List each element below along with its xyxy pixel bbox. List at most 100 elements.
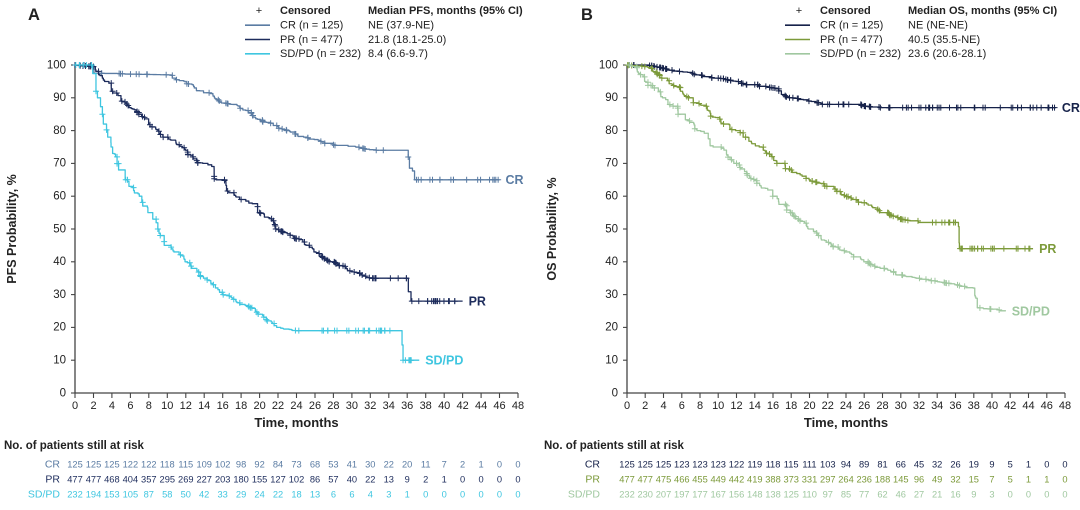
svg-text:477: 477 bbox=[637, 475, 653, 485]
svg-text:28: 28 bbox=[876, 400, 888, 412]
svg-text:6: 6 bbox=[679, 400, 685, 412]
svg-text:46: 46 bbox=[1041, 400, 1053, 412]
svg-text:20: 20 bbox=[402, 460, 412, 470]
svg-text:50: 50 bbox=[53, 223, 66, 235]
svg-text:98: 98 bbox=[236, 460, 246, 470]
svg-text:CR: CR bbox=[506, 173, 524, 187]
svg-text:Median OS, months (95% CI): Median OS, months (95% CI) bbox=[908, 5, 1057, 17]
svg-text:194: 194 bbox=[86, 490, 102, 500]
svg-text:122: 122 bbox=[123, 460, 139, 470]
svg-text:207: 207 bbox=[656, 490, 672, 500]
svg-text:123: 123 bbox=[674, 460, 690, 470]
svg-text:145: 145 bbox=[893, 475, 909, 485]
svg-text:57: 57 bbox=[328, 475, 338, 485]
svg-text:50: 50 bbox=[605, 223, 618, 235]
svg-text:14: 14 bbox=[749, 400, 761, 412]
svg-text:46: 46 bbox=[493, 400, 505, 412]
svg-text:4: 4 bbox=[660, 400, 666, 412]
svg-text:60: 60 bbox=[53, 191, 66, 203]
svg-text:103: 103 bbox=[820, 460, 836, 470]
svg-text:PR: PR bbox=[585, 474, 600, 486]
svg-text:9: 9 bbox=[989, 460, 994, 470]
svg-text:153: 153 bbox=[104, 490, 120, 500]
svg-text:0: 0 bbox=[60, 387, 66, 399]
svg-text:109: 109 bbox=[196, 460, 212, 470]
svg-text:477: 477 bbox=[619, 475, 635, 485]
svg-text:125: 125 bbox=[656, 460, 672, 470]
svg-text:156: 156 bbox=[729, 490, 745, 500]
svg-text:90: 90 bbox=[605, 92, 618, 104]
svg-text:15: 15 bbox=[969, 475, 979, 485]
svg-text:442: 442 bbox=[729, 475, 745, 485]
svg-text:OS Probability, %: OS Probability, % bbox=[545, 177, 559, 280]
svg-text:373: 373 bbox=[783, 475, 799, 485]
svg-text:102: 102 bbox=[289, 475, 305, 485]
svg-text:92: 92 bbox=[254, 460, 264, 470]
svg-text:96: 96 bbox=[914, 475, 924, 485]
svg-text:6: 6 bbox=[127, 400, 133, 412]
svg-text:5: 5 bbox=[1008, 460, 1013, 470]
svg-text:SD/PD: SD/PD bbox=[425, 353, 463, 367]
svg-text:1: 1 bbox=[442, 475, 447, 485]
svg-text:24: 24 bbox=[290, 400, 302, 412]
svg-text:0: 0 bbox=[1062, 475, 1067, 485]
svg-text:115: 115 bbox=[178, 460, 193, 470]
svg-text:6: 6 bbox=[349, 490, 354, 500]
svg-text:125: 125 bbox=[104, 460, 120, 470]
svg-text:138: 138 bbox=[765, 490, 781, 500]
svg-text:94: 94 bbox=[841, 460, 851, 470]
svg-text:9: 9 bbox=[971, 490, 976, 500]
svg-text:30: 30 bbox=[53, 289, 66, 301]
svg-text:SD/PD: SD/PD bbox=[28, 489, 61, 501]
svg-text:4: 4 bbox=[109, 400, 115, 412]
svg-text:40: 40 bbox=[53, 256, 66, 268]
svg-text:100: 100 bbox=[599, 59, 618, 71]
svg-text:10: 10 bbox=[712, 400, 724, 412]
svg-text:38: 38 bbox=[968, 400, 980, 412]
svg-text:50: 50 bbox=[181, 490, 191, 500]
svg-text:122: 122 bbox=[729, 460, 745, 470]
svg-text:B: B bbox=[581, 6, 593, 24]
svg-text:80: 80 bbox=[53, 125, 66, 137]
svg-text:Censored: Censored bbox=[280, 5, 331, 17]
svg-text:331: 331 bbox=[802, 475, 818, 485]
svg-text:449: 449 bbox=[710, 475, 726, 485]
svg-text:60: 60 bbox=[605, 191, 618, 203]
svg-text:38: 38 bbox=[420, 400, 432, 412]
svg-text:477: 477 bbox=[86, 475, 102, 485]
svg-text:155: 155 bbox=[252, 475, 268, 485]
svg-text:33: 33 bbox=[218, 490, 228, 500]
svg-text:46: 46 bbox=[896, 490, 906, 500]
svg-text:SD/PD (n = 232): SD/PD (n = 232) bbox=[820, 48, 901, 60]
svg-text:0: 0 bbox=[479, 475, 484, 485]
svg-text:44: 44 bbox=[1022, 400, 1034, 412]
svg-text:475: 475 bbox=[656, 475, 672, 485]
svg-text:2: 2 bbox=[90, 400, 96, 412]
svg-text:119: 119 bbox=[747, 460, 762, 470]
svg-text:8.4 (6.6-9.7): 8.4 (6.6-9.7) bbox=[368, 48, 428, 60]
svg-text:42: 42 bbox=[1004, 400, 1016, 412]
svg-text:34: 34 bbox=[383, 400, 395, 412]
svg-text:0: 0 bbox=[612, 387, 618, 399]
svg-text:0: 0 bbox=[1044, 460, 1049, 470]
svg-text:5: 5 bbox=[1008, 475, 1013, 485]
svg-text:18: 18 bbox=[291, 490, 301, 500]
svg-text:No. of patients still at risk: No. of patients still at risk bbox=[4, 440, 145, 452]
svg-text:86: 86 bbox=[310, 475, 320, 485]
svg-text:0: 0 bbox=[1044, 490, 1049, 500]
svg-text:97: 97 bbox=[823, 490, 833, 500]
svg-text:18: 18 bbox=[235, 400, 247, 412]
svg-text:232: 232 bbox=[619, 490, 635, 500]
svg-text:0: 0 bbox=[515, 475, 520, 485]
svg-text:10: 10 bbox=[161, 400, 173, 412]
svg-text:264: 264 bbox=[838, 475, 854, 485]
svg-text:466: 466 bbox=[674, 475, 690, 485]
svg-text:123: 123 bbox=[692, 460, 708, 470]
svg-text:115: 115 bbox=[784, 460, 799, 470]
svg-text:26: 26 bbox=[950, 460, 960, 470]
svg-text:167: 167 bbox=[710, 490, 726, 500]
svg-text:13: 13 bbox=[310, 490, 320, 500]
svg-text:24: 24 bbox=[840, 400, 852, 412]
svg-text:0: 0 bbox=[460, 475, 465, 485]
svg-text:66: 66 bbox=[896, 460, 906, 470]
